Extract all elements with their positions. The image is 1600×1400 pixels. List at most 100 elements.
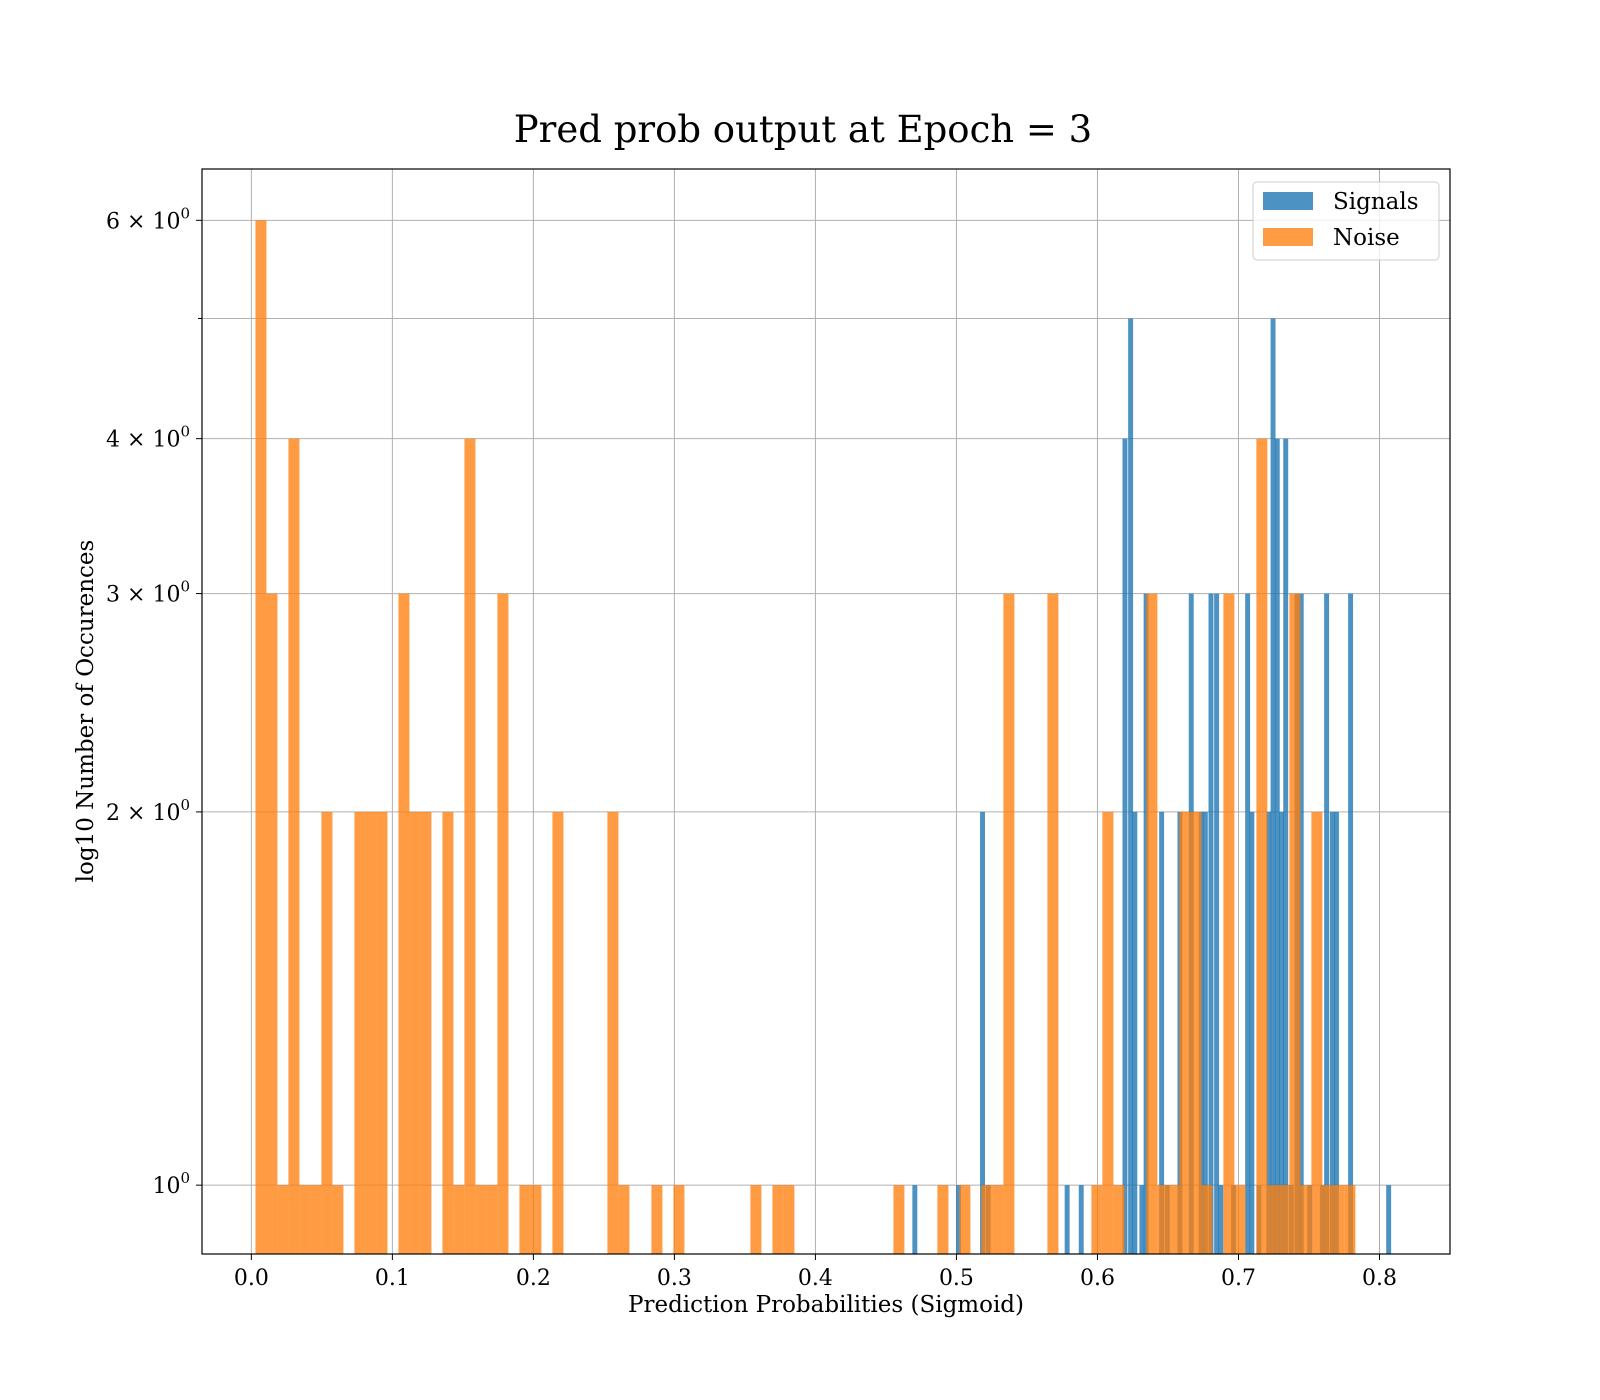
bar-noise	[376, 811, 388, 1254]
bar-signals	[912, 1185, 918, 1254]
bar-noise	[354, 811, 366, 1254]
bar-noise	[1091, 1185, 1103, 1254]
bar-signals	[1334, 811, 1339, 1254]
bar-noise	[1278, 1185, 1290, 1254]
bar-signals	[1064, 1185, 1070, 1254]
bars	[255, 220, 1392, 1254]
bar-noise	[673, 1185, 685, 1254]
bar-signals	[1348, 593, 1354, 1254]
bar-signals	[1329, 811, 1335, 1254]
x-tick-label: 0.1	[375, 1266, 410, 1291]
bar-noise	[1256, 438, 1268, 1254]
bar-noise	[750, 1185, 762, 1254]
bar-signals	[1132, 811, 1138, 1254]
y-tick-label: 2 × 100	[106, 796, 190, 826]
x-tick-label: 0.5	[939, 1266, 974, 1291]
legend-label-signals: Signals	[1333, 189, 1419, 215]
bar-signals	[1202, 811, 1208, 1254]
bar-noise	[552, 811, 564, 1254]
bar-signals	[1249, 811, 1255, 1254]
bar-noise	[409, 811, 421, 1254]
x-tick-label: 0.8	[1362, 1266, 1397, 1291]
bar-noise	[1333, 1185, 1345, 1254]
plot-frame	[201, 168, 1451, 1255]
bar-noise	[937, 1185, 949, 1254]
y-tick-label: 6 × 100	[106, 204, 190, 234]
bar-noise	[1223, 593, 1235, 1254]
bar-noise	[981, 1185, 993, 1254]
y-tick-label: 100	[152, 1169, 190, 1199]
bar-signals	[1214, 593, 1220, 1254]
bar-noise	[1146, 593, 1158, 1254]
bar-signals	[1078, 1185, 1084, 1254]
bar-noise	[783, 1185, 795, 1254]
bar-signals	[1139, 1185, 1145, 1254]
x-tick-label: 0.4	[798, 1266, 833, 1291]
bar-signals	[1159, 811, 1165, 1254]
bar-noise	[420, 811, 432, 1254]
x-tick-label: 0.3	[657, 1266, 692, 1291]
bar-noise	[1102, 811, 1114, 1254]
y-axis-ticks: 100 2 × 100 3 × 100 4 × 100 6 × 100	[106, 204, 202, 1199]
bar-signals	[1245, 593, 1251, 1254]
bar-noise	[266, 593, 278, 1254]
bar-noise	[486, 1185, 498, 1254]
bar-signals	[1283, 438, 1289, 1254]
x-tick-label: 0.2	[516, 1266, 551, 1291]
x-axis-ticks: 0.0 0.1 0.2 0.3 0.4 0.5 0.6 0.7 0.8	[234, 1254, 1397, 1291]
bar-noise	[1003, 593, 1015, 1254]
bar-signals	[1386, 1185, 1392, 1254]
bar-noise	[442, 811, 454, 1254]
legend: Signals Noise	[1252, 181, 1440, 261]
bar-noise	[519, 1185, 531, 1254]
bar-noise	[530, 1185, 542, 1254]
bar-noise	[893, 1185, 905, 1254]
bar-noise	[1190, 811, 1202, 1254]
x-tick-label: 0.0	[234, 1266, 269, 1291]
x-tick-label: 0.6	[1080, 1266, 1115, 1291]
bar-noise	[277, 1185, 289, 1254]
bar-noise	[772, 1185, 784, 1254]
bar-noise	[288, 438, 300, 1254]
bar-signals	[1122, 438, 1128, 1254]
x-tick-label: 0.7	[1221, 1266, 1256, 1291]
bar-signals	[1274, 438, 1280, 1254]
bar-noise	[1234, 1185, 1246, 1254]
bar-noise	[618, 1185, 630, 1254]
bar-signals	[1324, 593, 1330, 1254]
bar-noise	[992, 1185, 1004, 1254]
bar-noise	[1267, 1185, 1279, 1254]
bar-noise	[321, 811, 333, 1254]
bar-signals	[1128, 318, 1134, 1254]
bar-signals	[1279, 811, 1284, 1254]
bar-noise	[255, 220, 267, 1254]
bar-signals	[1298, 593, 1304, 1254]
bar-signals	[980, 811, 985, 1254]
bar-noise	[299, 1185, 311, 1254]
bar-noise	[607, 811, 619, 1254]
y-tick-label: 3 × 100	[106, 578, 190, 608]
legend-label-noise: Noise	[1333, 225, 1400, 251]
bar-signals	[1218, 1185, 1224, 1254]
x-axis-label: Prediction Probabilities (Sigmoid)	[628, 1292, 1024, 1318]
bar-noise	[497, 593, 509, 1254]
bar-noise	[1113, 1185, 1125, 1254]
bar-noise	[1201, 1185, 1213, 1254]
bar-signals	[1266, 811, 1272, 1254]
bar-noise	[1300, 1185, 1312, 1254]
bar-noise	[1168, 1185, 1180, 1254]
bar-noise	[959, 1185, 971, 1254]
legend-swatch-signals	[1263, 192, 1313, 210]
bar-noise	[1157, 1185, 1169, 1254]
y-axis-label: log10 Number of Occurences	[73, 540, 99, 883]
bar-noise	[1344, 1185, 1356, 1254]
y-tick-label: 4 × 100	[106, 423, 190, 453]
bar-noise	[365, 811, 377, 1254]
bar-noise	[1047, 593, 1059, 1254]
bar-noise	[332, 1185, 344, 1254]
bar-noise	[651, 1185, 663, 1254]
legend-swatch-noise	[1263, 228, 1313, 246]
bar-noise	[1179, 811, 1191, 1254]
bar-noise	[1322, 1185, 1334, 1254]
